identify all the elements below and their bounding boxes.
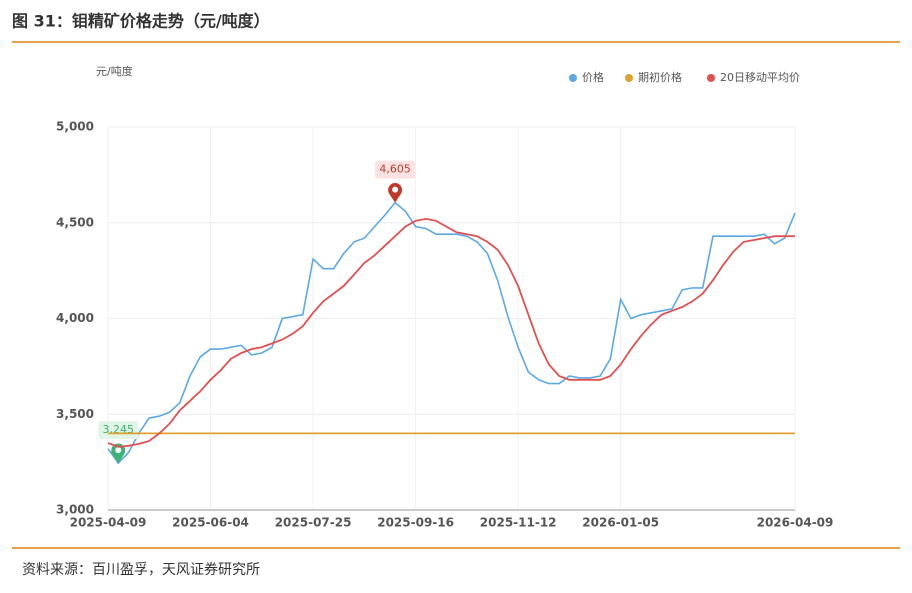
y-tick-label: 5,000 xyxy=(56,120,94,134)
y-tick-label: 3,500 xyxy=(56,407,94,421)
legend-swatch xyxy=(569,74,577,82)
pin-dot xyxy=(115,447,122,454)
x-tick-label: 2025-07-25 xyxy=(275,516,352,530)
x-tick-label: 2026-04-09 xyxy=(757,516,834,530)
legend-swatch xyxy=(625,74,633,82)
legend-swatch xyxy=(707,74,715,82)
chart-title: 图 31：钼精矿价格走势（元/吨度） xyxy=(12,12,270,31)
y-tick-label: 4,000 xyxy=(56,311,94,325)
y-tick-label: 4,500 xyxy=(56,215,94,229)
series-line xyxy=(107,201,796,465)
pin-dot xyxy=(392,186,399,193)
source: 资料来源：百川盈孚，天风证券研究所 xyxy=(22,562,260,578)
legend-label: 价格 xyxy=(582,70,604,84)
x-tick-label: 2026-01-05 xyxy=(582,516,659,530)
pin-marker xyxy=(388,183,403,203)
pin-label: 4,605 xyxy=(379,163,411,176)
pin-label-bg xyxy=(98,421,139,440)
x-tick-label: 2025-06-04 xyxy=(172,516,249,530)
y-tick-label: 3,000 xyxy=(56,503,94,517)
series-line xyxy=(107,217,795,448)
x-tick-label: 2025-04-09 xyxy=(70,516,147,530)
y-axis-label: 元/吨度 xyxy=(96,64,133,78)
pin-label-bg xyxy=(375,160,416,179)
x-tick-label: 2025-09-16 xyxy=(377,516,454,530)
pin-marker xyxy=(111,443,126,464)
legend-label: 期初价格 xyxy=(638,70,682,84)
legend-label: 20日移动平均价 xyxy=(720,71,800,84)
x-tick-label: 2025-11-12 xyxy=(480,516,557,530)
